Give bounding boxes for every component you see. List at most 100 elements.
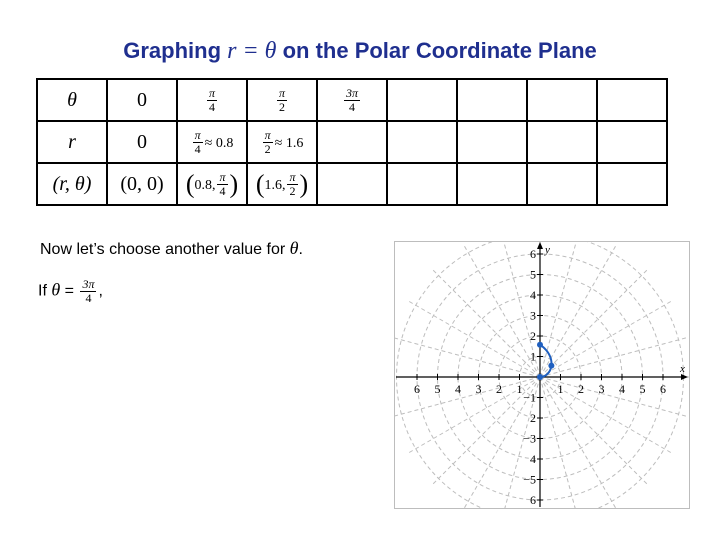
prompt-theta: θ [289, 238, 299, 258]
r-approx-2: ≈ 0.8 [204, 135, 234, 151]
title-suffix: on the Polar Coordinate Plane [282, 38, 597, 63]
theta-cell-1: 0 [106, 78, 178, 122]
y-tick-label: 2 [530, 411, 536, 425]
if-word: If [38, 282, 47, 300]
grid-spoke [395, 337, 541, 378]
y-tick-label: 6 [530, 493, 536, 507]
point-cell-6 [456, 162, 528, 206]
plotted-point [537, 374, 543, 380]
prompt-text: Now let’s choose another value for θ. [40, 238, 303, 259]
r-cell-3: π 2 ≈ 1.6 [246, 120, 318, 164]
r-header: r [36, 120, 108, 164]
frac-den: 4 [348, 99, 355, 114]
r-cell-1: 0 [106, 120, 178, 164]
r-cell-7 [526, 120, 598, 164]
plotted-point [548, 362, 555, 369]
point-cell-2: (0.8, π 4) [176, 162, 248, 206]
grid-spoke [406, 299, 541, 378]
point-cell-8 [596, 162, 668, 206]
grid-spoke [462, 243, 541, 378]
r-cell-6 [456, 120, 528, 164]
theta-cell-5 [386, 78, 458, 122]
frac-num: π [206, 85, 217, 101]
grid-spoke [539, 376, 576, 508]
frac-num: π [262, 127, 273, 143]
r-cell-5 [386, 120, 458, 164]
x-axis-arrow [681, 374, 688, 380]
y-tick-label: 5 [530, 268, 536, 282]
point-header: (r, θ) [36, 162, 108, 206]
y-tick-label: 4 [530, 288, 536, 302]
title-equation: r = θ [227, 38, 277, 64]
point-row: (r, θ) (0, 0) (0.8, π 4) (1.6, π 2) [36, 162, 668, 206]
x-tick-label: 6 [414, 382, 420, 396]
theta-cell-7 [526, 78, 598, 122]
point-r-3: 1.6, [264, 177, 286, 193]
r-cell-8 [596, 120, 668, 164]
x-tick-label: 3 [476, 382, 482, 396]
frac-num: 3π [343, 85, 360, 101]
point-r-2: 0.8, [194, 177, 216, 193]
if-theta: θ [51, 279, 61, 300]
y-axis-label: y [544, 244, 550, 256]
x-tick-label: 4 [619, 382, 625, 396]
y-tick-label: 1 [530, 350, 536, 364]
grid-spoke [504, 376, 541, 508]
prompt-sentence: Now let’s choose another value for [40, 241, 286, 258]
grid-spoke [539, 299, 674, 378]
grid-spoke [539, 376, 674, 455]
r-row: r 0 π 4 ≈ 0.8 π 2 ≈ 1.6 [36, 120, 668, 164]
r-cell-4 [316, 120, 388, 164]
y-tick-label: 3 [530, 309, 536, 323]
grid-spoke [539, 376, 650, 487]
x-tick-label: 3 [599, 382, 605, 396]
if-equals: = [64, 282, 74, 300]
theta-cell-6 [456, 78, 528, 122]
x-tick-label: 5 [435, 382, 441, 396]
grid-spoke [539, 376, 617, 508]
frac-den: 4 [85, 291, 92, 305]
x-tick-label: 6 [660, 382, 666, 396]
frac-den: 2 [264, 141, 271, 156]
frac-den: 2 [289, 183, 296, 198]
if-statement: If θ = 3π 4, [38, 278, 103, 305]
point-cell-7 [526, 162, 598, 206]
y-tick-label: 2 [530, 329, 536, 343]
r-approx-3: ≈ 1.6 [274, 135, 304, 151]
theta-header: θ [36, 78, 108, 122]
grid-spoke [430, 376, 541, 487]
grid-spoke [539, 267, 650, 378]
if-comma: , [98, 282, 103, 300]
frac-den: 4 [208, 99, 215, 114]
close-paren: ) [299, 169, 309, 198]
y-tick-label: −5 [523, 473, 536, 487]
point-cell-1: (0, 0) [106, 162, 178, 206]
grid-spoke [430, 267, 541, 378]
theta-cell-4: 3π 4 [316, 78, 388, 122]
y-tick-label: 4 [530, 452, 536, 466]
frac-den: 4 [194, 141, 201, 156]
prompt-period: . [298, 241, 303, 258]
x-tick-label: 2 [578, 382, 584, 396]
frac-den: 2 [278, 99, 285, 114]
grid-spoke [539, 336, 689, 378]
if-fraction: 3π 4 [80, 278, 97, 305]
frac-num: π [217, 169, 228, 185]
grid-spoke [539, 243, 618, 378]
point-cell-3: (1.6, π 2) [246, 162, 318, 206]
title-prefix: Graphing [123, 38, 222, 63]
x-tick-label: 1 [558, 382, 564, 396]
grid-spoke [463, 376, 541, 508]
open-paren: ( [255, 169, 265, 198]
grid-spoke [539, 376, 689, 418]
